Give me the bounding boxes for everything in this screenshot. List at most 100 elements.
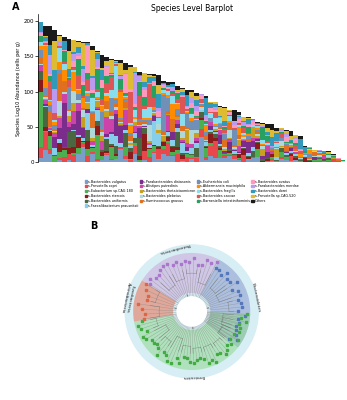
Bar xyxy=(38,32,43,33)
Bar xyxy=(180,95,185,96)
Bar xyxy=(166,137,170,141)
Bar xyxy=(222,154,227,156)
Bar xyxy=(109,159,114,160)
Bar xyxy=(208,132,213,134)
Bar xyxy=(152,152,156,153)
Bar xyxy=(85,142,90,149)
Bar xyxy=(307,160,312,162)
Bar xyxy=(152,98,156,107)
Bar xyxy=(293,151,298,152)
Bar xyxy=(114,110,118,114)
Bar xyxy=(142,120,147,121)
Bar xyxy=(90,141,95,145)
Bar xyxy=(274,141,279,142)
Bar xyxy=(118,80,123,89)
Bar xyxy=(81,141,85,142)
Bar xyxy=(71,131,76,147)
Bar xyxy=(232,159,237,162)
Bar xyxy=(175,103,180,104)
Bar xyxy=(293,143,298,145)
Bar xyxy=(114,114,118,136)
Bar xyxy=(90,111,95,112)
Bar xyxy=(90,148,95,152)
Bar xyxy=(123,74,128,93)
Bar xyxy=(166,141,170,142)
Bar xyxy=(133,107,137,109)
Bar xyxy=(260,156,265,159)
Bar xyxy=(114,159,118,162)
Bar xyxy=(62,64,67,70)
Bar xyxy=(227,111,232,112)
Bar xyxy=(57,41,62,46)
Text: B: B xyxy=(91,222,98,232)
Bar xyxy=(81,110,85,117)
Bar xyxy=(255,142,260,143)
Bar xyxy=(218,130,222,135)
Bar xyxy=(81,98,85,108)
Bar xyxy=(237,152,241,153)
Bar xyxy=(109,146,114,148)
Bar xyxy=(279,160,284,162)
Bar xyxy=(133,143,137,146)
Bar xyxy=(303,153,307,154)
Bar xyxy=(194,148,199,157)
Bar xyxy=(38,92,43,147)
Bar xyxy=(185,95,189,106)
Bar xyxy=(156,118,161,124)
Bar xyxy=(161,142,166,146)
Bar xyxy=(38,80,43,92)
Bar xyxy=(71,130,76,131)
Bar xyxy=(241,117,246,121)
Bar xyxy=(279,138,284,141)
Bar xyxy=(279,142,284,146)
Bar xyxy=(218,146,222,148)
Bar xyxy=(128,145,133,148)
Bar xyxy=(237,160,241,162)
Bar xyxy=(251,141,255,147)
Bar xyxy=(104,83,109,94)
Bar xyxy=(170,96,175,104)
Bar xyxy=(114,136,118,146)
Bar xyxy=(104,118,109,134)
Bar xyxy=(284,133,289,137)
Bar xyxy=(312,156,317,157)
Bar xyxy=(118,76,123,80)
Bar xyxy=(123,102,128,108)
Bar xyxy=(237,127,241,135)
Bar xyxy=(90,93,95,97)
Bar xyxy=(156,130,161,133)
Bar xyxy=(76,111,81,136)
Bar xyxy=(185,107,189,109)
Bar xyxy=(100,130,104,132)
Bar xyxy=(218,107,222,116)
Bar xyxy=(322,152,327,153)
Bar xyxy=(38,65,43,71)
Bar xyxy=(218,116,222,118)
Bar xyxy=(246,125,251,127)
Bar xyxy=(62,37,67,41)
Bar xyxy=(147,148,152,149)
Bar xyxy=(71,54,76,61)
Bar xyxy=(118,118,123,120)
Bar xyxy=(38,50,43,58)
Bar xyxy=(270,157,274,159)
Bar xyxy=(227,121,232,123)
Bar xyxy=(232,125,237,128)
Bar xyxy=(48,154,52,162)
Bar xyxy=(152,116,156,120)
Bar xyxy=(90,128,95,138)
Bar xyxy=(227,153,232,155)
Bar xyxy=(90,97,95,98)
Bar xyxy=(85,102,90,108)
Bar xyxy=(118,63,123,75)
Bar xyxy=(71,155,76,162)
Bar xyxy=(95,110,100,121)
Bar xyxy=(213,127,218,130)
Bar xyxy=(260,149,265,156)
Bar xyxy=(251,121,255,125)
Bar xyxy=(71,153,76,155)
Bar xyxy=(85,130,90,142)
Bar xyxy=(189,144,194,148)
Bar xyxy=(152,120,156,145)
Bar xyxy=(208,126,213,130)
